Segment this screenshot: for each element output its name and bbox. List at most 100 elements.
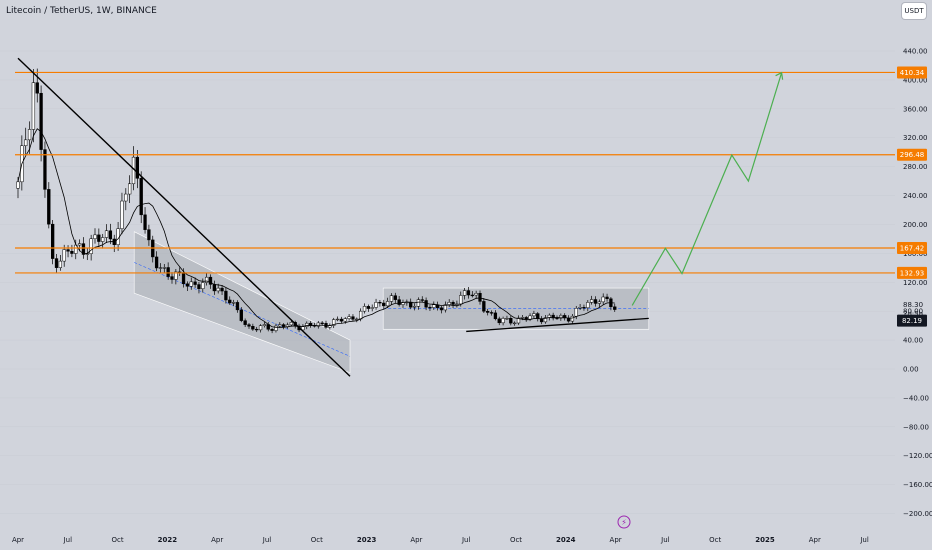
candle-body [201,282,205,289]
candles [16,68,617,334]
current-price-badge [897,314,927,327]
candle-body [101,237,105,242]
candle-body [555,317,559,320]
y-tick-label: 40.00 [903,337,923,345]
candle-body [443,304,448,311]
candle-body [374,302,378,308]
price-axis[interactable]: 440.00 400.00 360.00 320.00 280.00 240.00 200.… [903,48,932,519]
candle-body [212,284,216,292]
candle-body [590,299,594,303]
candle-body [224,290,228,301]
candle-body [289,322,294,326]
candle-body [524,317,528,320]
candle-body [528,315,532,320]
candle-body [393,295,397,300]
candle-body [605,296,609,300]
candle-body [162,267,166,269]
x-tick-label: Apr [610,536,622,544]
candle-body [308,322,313,326]
candle-body [362,306,367,312]
y-tick-label: −80.00 [903,423,929,431]
moving-average [17,128,615,328]
candle-body [516,317,521,324]
candle-body [139,178,143,216]
candle-body [143,214,147,230]
x-tick-label: Jul [660,536,670,544]
candle-body [513,322,517,325]
x-tick-label: 2024 [556,536,576,544]
currency-button[interactable]: USDT [902,3,926,19]
candle-body [54,258,59,268]
candle-body [147,229,151,241]
candle-body [120,200,124,229]
x-tick-label: Jul [859,536,869,544]
level-badge [897,266,927,279]
candle-body [16,181,20,189]
last-price-label: 88.30 [903,301,923,309]
candle-body [432,304,436,308]
candle-body [428,306,432,309]
candle-body [170,276,174,280]
candle-body [243,320,247,325]
chart-title: Litecoin / TetherUS, 1W, BINANCE [6,6,157,16]
x-tick-label: Jul [461,536,471,544]
candle-body [355,318,359,321]
candle-body [570,315,575,322]
y-tick-label: 440.00 [903,48,928,56]
candle-body [231,302,236,304]
candle-body [420,299,424,301]
candle-body [335,318,340,321]
candle-body [551,314,555,319]
candle-body [536,313,540,319]
candle-body [474,293,478,296]
candle-body [489,312,494,314]
candle-body [154,256,159,269]
candle-body [332,319,336,326]
candle-body [258,325,263,331]
x-tick-label: Apr [410,536,422,544]
candle-body [228,299,232,304]
candle-body [370,307,374,309]
candle-body [239,309,243,321]
event-icon: ⚡ [617,515,631,529]
projection-path [631,72,783,306]
candle-body [104,230,109,238]
candle-body [459,295,463,305]
candle-body [47,189,51,225]
trendline [17,57,351,377]
candle-body [343,318,347,322]
candle-body [397,299,401,305]
candle-body [97,234,101,242]
x-tick-label: Apr [809,536,821,544]
candle-body [35,82,39,94]
candle-body [505,318,509,320]
candle-body [128,183,132,195]
y-tick-label: 200.00 [903,221,928,229]
candle-body [174,271,178,280]
y-tick-label: 280.00 [903,163,928,171]
candle-body [305,322,309,327]
level-badge [897,242,927,255]
candle-body [93,234,97,240]
x-tick-label: Oct [510,536,522,544]
candle-body [189,281,193,287]
x-tick-label: Jul [262,536,272,544]
candle-body [366,306,371,309]
candle-body [251,326,255,330]
candle-body [81,243,86,255]
level-badge-label: 132.93 [900,269,925,277]
candle-body [462,290,467,296]
level-badge [897,148,927,161]
candle-body [58,260,63,268]
ma-line [17,128,615,328]
candle-body [66,249,70,252]
x-tick-label: Oct [112,536,124,544]
candle-body [385,301,390,307]
candle-body [382,302,386,307]
candle-body [274,325,278,331]
candle-body [601,296,605,303]
candle-body [247,324,251,327]
candle-body [320,322,324,324]
time-axis[interactable]: Apr Jul Oct 2022 Apr Jul Oct 2023 Apr Jul Oct 2024 A… [12,536,869,544]
